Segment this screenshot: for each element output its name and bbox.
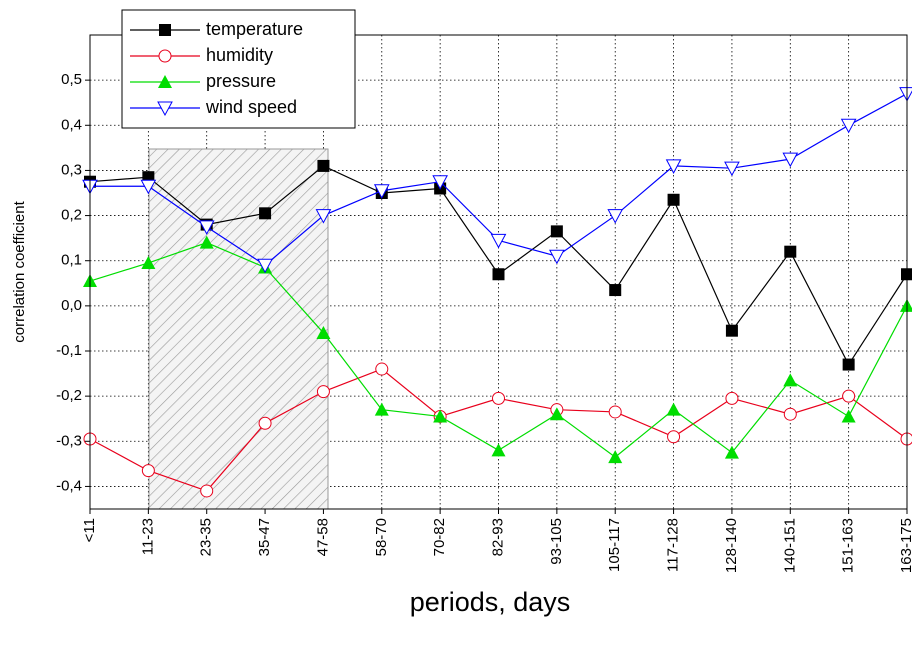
x-tick-label: 47-58 (314, 518, 331, 556)
marker (317, 159, 330, 172)
x-tick-label: <11 (81, 518, 98, 542)
marker (258, 416, 272, 430)
marker (842, 358, 855, 371)
marker (549, 407, 564, 421)
legend-label: humidity (206, 45, 273, 65)
x-tick-label: 140-151 (781, 518, 798, 573)
marker (158, 75, 172, 88)
marker (157, 101, 173, 117)
marker (259, 207, 272, 220)
marker (724, 161, 740, 177)
marker (724, 445, 739, 459)
y-tick-label: -0,3 (56, 432, 82, 449)
marker (373, 184, 390, 199)
marker (432, 175, 448, 190)
marker (141, 255, 156, 269)
x-tick-label: 35-47 (256, 518, 273, 556)
y-tick-label: 0,4 (61, 116, 82, 133)
marker (725, 324, 738, 337)
marker (316, 385, 330, 399)
marker (550, 225, 563, 238)
x-tick-label: 151-163 (840, 518, 857, 573)
marker (666, 402, 681, 416)
y-tick-label: 0,2 (61, 207, 82, 224)
x-tick-label: 128-140 (723, 518, 740, 573)
marker (198, 220, 215, 235)
x-tick-label: 58-70 (373, 518, 390, 556)
x-tick-label: 93-105 (548, 518, 565, 565)
marker (433, 409, 448, 423)
marker (782, 152, 799, 168)
x-tick-label: 11-23 (139, 518, 156, 555)
marker (608, 450, 623, 464)
legend-label: temperature (206, 19, 303, 39)
y-tick-label: -0,4 (56, 477, 82, 494)
plot (82, 87, 912, 498)
marker (608, 405, 622, 419)
marker (841, 409, 856, 423)
x-tick-label: 82-93 (489, 518, 506, 556)
marker (783, 373, 798, 387)
marker (667, 193, 680, 206)
marker (784, 245, 797, 258)
marker (725, 391, 739, 405)
x-tick-label: 117-128 (665, 518, 682, 572)
marker (609, 284, 622, 297)
y-tick-label: 0,3 (61, 161, 82, 178)
marker (159, 24, 171, 36)
marker (200, 484, 214, 498)
marker (783, 407, 797, 421)
marker (492, 391, 505, 405)
marker (490, 233, 507, 249)
marker (375, 362, 389, 376)
marker (315, 209, 332, 224)
marker (607, 209, 624, 224)
x-axis-label: periods, days (410, 587, 571, 617)
marker (140, 179, 157, 195)
marker (549, 249, 565, 265)
marker (491, 443, 506, 457)
marker (665, 159, 682, 174)
y-tick-label: -0,1 (56, 342, 82, 359)
marker (899, 87, 912, 102)
legend-label: pressure (206, 71, 276, 91)
marker (492, 268, 505, 281)
marker (141, 464, 155, 478)
x-tick-label: 105-117 (606, 518, 623, 572)
marker (842, 389, 856, 403)
marker (840, 118, 857, 134)
x-tick-label: 163-175 (898, 518, 912, 573)
highlight-region (148, 148, 329, 510)
marker (316, 325, 331, 339)
marker (667, 430, 681, 444)
marker (158, 49, 172, 63)
y-tick-label: 0,5 (61, 71, 82, 88)
y-tick-label: -0,2 (56, 387, 82, 404)
x-tick-label: 70-82 (431, 518, 448, 556)
y-tick-label: 0,0 (61, 297, 82, 314)
y-tick-label: 0,1 (61, 252, 82, 269)
marker (900, 298, 912, 312)
marker (199, 235, 214, 249)
marker (374, 402, 389, 416)
legend-label: wind speed (205, 97, 297, 117)
marker (257, 258, 273, 274)
y-axis-label: correlation coefficient (11, 200, 28, 342)
x-tick-label: 23-35 (198, 518, 215, 556)
